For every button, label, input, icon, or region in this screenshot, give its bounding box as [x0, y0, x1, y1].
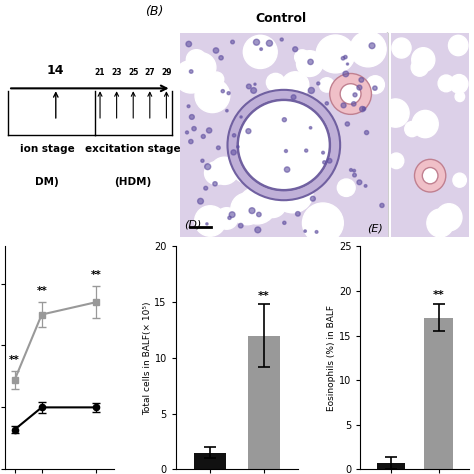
- Text: **: **: [258, 291, 270, 301]
- Text: 27: 27: [145, 68, 155, 77]
- Text: **: **: [91, 270, 101, 280]
- Text: 29: 29: [161, 68, 172, 77]
- Bar: [247, 336, 280, 469]
- Text: DM): DM): [36, 177, 59, 187]
- Text: **: **: [9, 356, 20, 365]
- Text: (B): (B): [145, 5, 163, 18]
- Text: 14: 14: [47, 64, 64, 77]
- Text: (HDM): (HDM): [114, 177, 151, 187]
- Text: (D): (D): [184, 220, 201, 230]
- Text: **: **: [36, 286, 47, 296]
- Y-axis label: Eosinophils (%) in BALF: Eosinophils (%) in BALF: [327, 305, 336, 411]
- Y-axis label: Total cells in BALF(× 10⁵): Total cells in BALF(× 10⁵): [143, 301, 152, 415]
- Text: **: **: [433, 290, 445, 300]
- Bar: [194, 453, 227, 469]
- Text: 21: 21: [95, 68, 105, 77]
- Text: 23: 23: [111, 68, 122, 77]
- Text: (E): (E): [368, 223, 383, 233]
- Text: Control: Control: [255, 12, 307, 25]
- Bar: [424, 318, 453, 469]
- Text: excitation stage: excitation stage: [84, 144, 180, 154]
- Text: 25: 25: [128, 68, 138, 77]
- Bar: [377, 463, 405, 469]
- Text: ion stage: ion stage: [20, 144, 75, 154]
